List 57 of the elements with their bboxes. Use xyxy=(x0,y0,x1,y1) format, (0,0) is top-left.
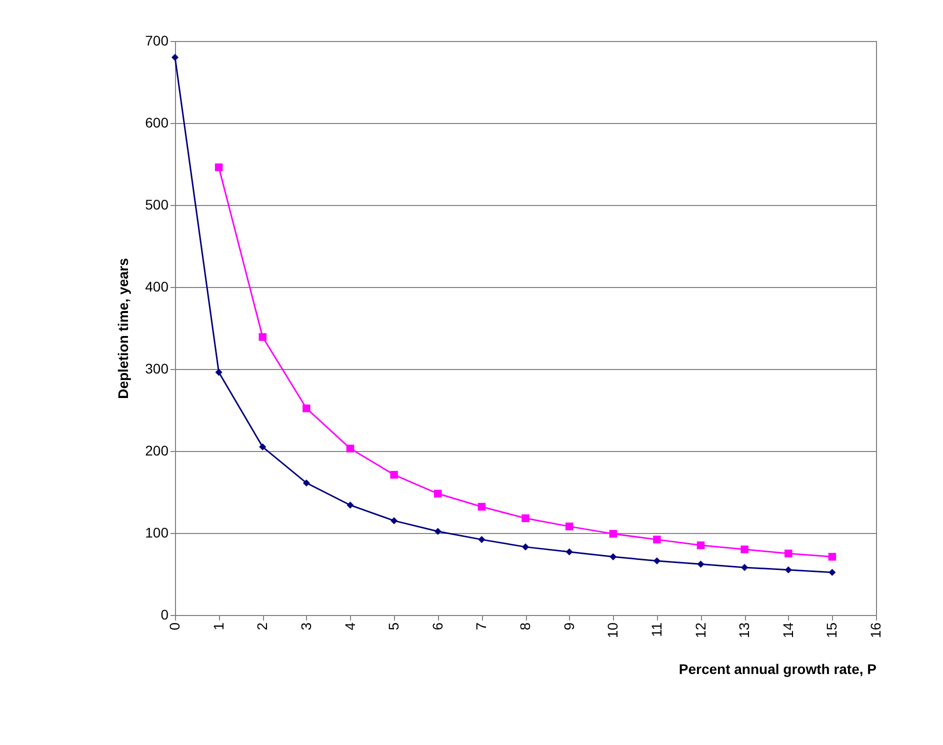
point xyxy=(478,536,486,544)
point xyxy=(259,443,266,450)
y-tick-label: 100 xyxy=(145,524,169,540)
x-tick-label: 15 xyxy=(824,622,840,638)
point xyxy=(740,546,748,554)
point xyxy=(784,550,792,558)
point xyxy=(653,536,661,544)
x-tick-label: 11 xyxy=(648,622,664,638)
point xyxy=(258,333,266,341)
x-tick-label: 2 xyxy=(254,622,270,630)
x-tick-label: 5 xyxy=(386,622,402,630)
y-tick-label: 700 xyxy=(145,32,169,48)
x-tick-label: 0 xyxy=(166,622,182,630)
point xyxy=(171,54,179,61)
point xyxy=(346,444,354,452)
x-tick-label: 8 xyxy=(517,622,533,630)
point xyxy=(390,470,398,479)
point xyxy=(434,490,442,498)
point xyxy=(828,552,836,561)
point xyxy=(346,502,354,509)
x-tick-label: 13 xyxy=(736,622,752,638)
point xyxy=(478,502,486,511)
point xyxy=(522,514,530,522)
x-tick-label: 9 xyxy=(560,622,577,630)
point xyxy=(653,557,660,564)
y-axis-title: Depletion time, years xyxy=(115,258,132,399)
x-tick-label: 1 xyxy=(210,622,226,630)
y-tick-label: 400 xyxy=(145,278,169,294)
point xyxy=(302,404,310,412)
x-axis-title: Percent annual growth rate, P xyxy=(678,661,876,678)
point xyxy=(434,528,442,535)
x-tick-label: 12 xyxy=(692,622,708,638)
x-tick-label: 16 xyxy=(868,622,884,638)
point xyxy=(609,530,617,538)
point xyxy=(566,548,573,556)
point xyxy=(697,560,704,568)
point xyxy=(565,522,574,530)
point xyxy=(828,568,836,576)
y-tick-label: 600 xyxy=(145,114,169,130)
point xyxy=(610,553,617,560)
point xyxy=(390,517,398,524)
point xyxy=(302,479,310,487)
x-tick-label: 6 xyxy=(429,622,446,630)
point xyxy=(214,163,223,172)
point xyxy=(215,368,222,376)
x-tick-label: 14 xyxy=(780,622,796,638)
point xyxy=(522,543,530,550)
y-tick-label: 300 xyxy=(145,360,169,376)
point xyxy=(784,566,792,574)
y-tick-label: 500 xyxy=(145,196,169,212)
point xyxy=(696,541,705,550)
point xyxy=(741,564,748,571)
x-tick-label: 7 xyxy=(473,622,490,630)
x-tick-label: 4 xyxy=(342,622,358,630)
x-tick-label: 10 xyxy=(604,622,621,638)
y-tick-label: 200 xyxy=(145,442,169,458)
x-tick-label: 3 xyxy=(298,622,314,630)
